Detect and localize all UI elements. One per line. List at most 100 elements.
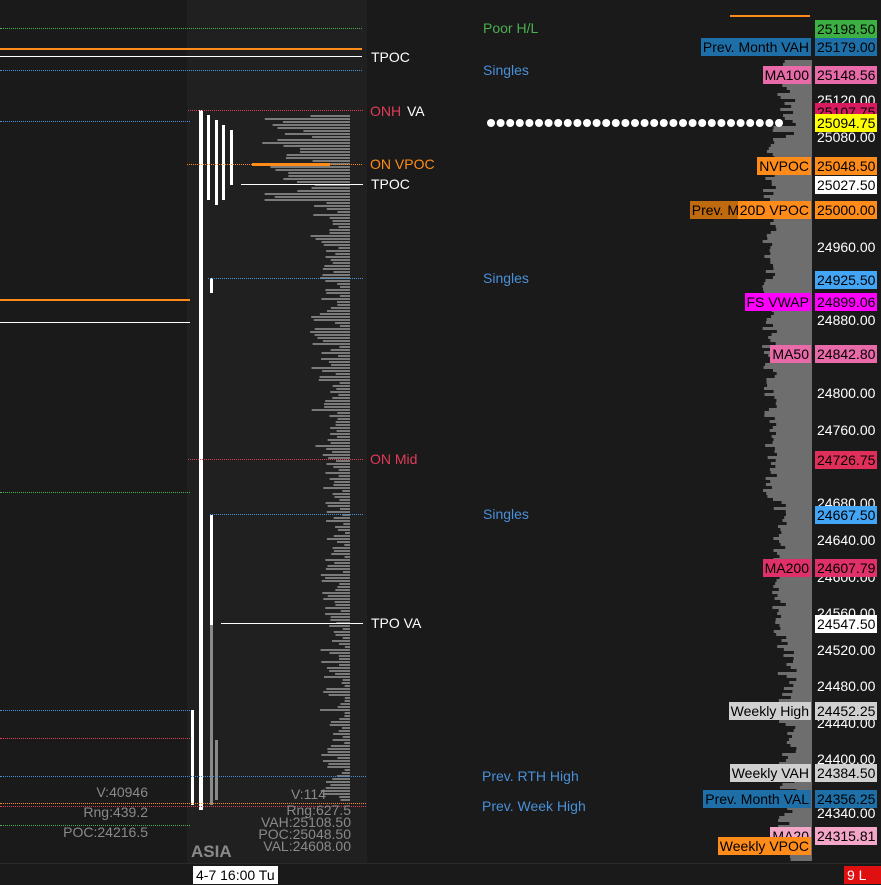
session-profile-bar	[330, 619, 350, 621]
volume-profile-bar	[765, 279, 812, 282]
volume-profile-bar	[773, 312, 812, 315]
volume-profile-bar	[782, 84, 812, 87]
single-print-dot	[679, 119, 687, 127]
volume-profile-bar	[778, 819, 812, 822]
session-profile-bar	[334, 601, 350, 603]
volume-profile-bar	[781, 615, 812, 618]
single-print-dot	[688, 119, 697, 127]
volume-profile-bar	[771, 183, 812, 186]
volume-profile-bar	[763, 387, 812, 390]
session-profile-bar	[334, 562, 350, 564]
session-profile-bar	[323, 598, 350, 600]
volume-profile-bar	[785, 504, 812, 507]
price-tag-24667: 24667.50	[815, 506, 877, 524]
volume-profile-bar	[793, 651, 812, 654]
session-profile-bar	[335, 673, 350, 675]
session-profile-bar	[338, 475, 350, 477]
session-profile-bar	[338, 226, 350, 228]
session-profile-bar	[329, 415, 350, 417]
orange-vpoc-solid	[252, 163, 330, 166]
volume-profile-bar	[784, 516, 812, 519]
session-profile-bar	[330, 433, 350, 435]
volume-profile-bar	[787, 756, 812, 759]
volume-profile-bar	[767, 384, 812, 387]
session-profile-bar	[334, 322, 350, 324]
session-profile-bar	[335, 526, 350, 528]
session-profile-bar	[330, 721, 350, 723]
volume-profile-bar	[782, 783, 812, 786]
axis-tick: 24800.00	[817, 385, 876, 401]
session-profile-bar	[330, 427, 350, 429]
volume-profile-bar	[770, 252, 812, 255]
volume-profile-bar	[765, 177, 812, 180]
session-profile-bar	[320, 574, 350, 576]
session-profile-bar	[283, 145, 350, 147]
volume-profile-bar	[774, 447, 812, 450]
session-profile-bar	[318, 379, 350, 381]
tpo-va-label: TPO VA	[371, 615, 422, 631]
price-tag-25048: 25048.50	[815, 157, 877, 175]
on-mid-label: ON Mid	[370, 451, 418, 467]
session-profile-bar	[339, 583, 350, 585]
volume-profile-bar	[768, 336, 812, 339]
volume-profile-bar	[772, 498, 812, 501]
va-label: VA	[407, 103, 425, 119]
session-profile-bar	[313, 319, 350, 321]
session-profile-bar	[322, 760, 350, 762]
volume-profile-bar	[776, 423, 812, 426]
volume-profile-bar	[785, 510, 812, 513]
session-profile-bar	[342, 736, 350, 738]
volume-profile-bar	[769, 429, 812, 432]
session-profile-bar	[338, 730, 350, 732]
volume-profile-bar	[764, 255, 812, 258]
volume-profile-bar	[789, 822, 812, 825]
volume-profile-bar	[773, 537, 812, 540]
session-profile-bar	[274, 196, 350, 198]
session-profile-bar	[344, 646, 350, 648]
session-profile-bar	[327, 439, 350, 441]
session-profile-bar	[311, 316, 350, 318]
volume-profile-bar	[774, 375, 812, 378]
volume-profile-bar	[775, 402, 812, 405]
session-profile-bar	[336, 430, 350, 432]
session-profile-bar	[333, 535, 350, 537]
session-profile-bar	[342, 637, 350, 639]
volume-profile-bar	[783, 687, 812, 690]
volume-profile-bar	[785, 603, 812, 606]
orange-top-right-line	[730, 15, 810, 17]
time-label[interactable]: 4-7 16:00 Tu	[193, 866, 278, 884]
session-profile-bar	[329, 478, 350, 480]
session-profile-bar	[335, 253, 350, 255]
single-print-dot	[563, 119, 572, 127]
left-stat-range: Rng:439.2	[83, 804, 148, 820]
session-profile-bar	[333, 733, 350, 735]
volume-profile-bar	[775, 618, 812, 621]
session-profile-bar	[326, 667, 350, 669]
session-profile-bar	[332, 547, 350, 549]
session-profile-bar	[326, 292, 350, 294]
volume-profile-bar	[792, 120, 812, 123]
volume-profile-bar	[773, 192, 812, 195]
session-profile-bar	[296, 181, 350, 183]
single-print-dot	[631, 119, 639, 127]
single-print-dot	[602, 119, 611, 127]
price-tag-24315: 24315.81	[815, 827, 877, 845]
volume-profile-bar	[766, 318, 812, 321]
red-dotted-line-5	[0, 738, 190, 739]
session-profile-bar	[344, 742, 350, 744]
volume-profile-bar	[775, 186, 812, 189]
session-profile-bar	[342, 628, 350, 630]
price-tag-25148: 25148.56	[815, 66, 877, 84]
volume-profile-bar	[790, 858, 812, 861]
corner-label[interactable]: 9 L E	[844, 866, 881, 884]
session-profile-bar	[344, 712, 350, 714]
session-profile-bar	[342, 727, 350, 729]
session-profile-bar	[325, 607, 350, 609]
session-profile-bar	[315, 238, 350, 240]
session-profile-bar	[262, 142, 350, 144]
red-dotted-line-6	[0, 806, 366, 807]
volume-profile-bar	[777, 672, 812, 675]
session-profile-bar	[329, 217, 350, 219]
